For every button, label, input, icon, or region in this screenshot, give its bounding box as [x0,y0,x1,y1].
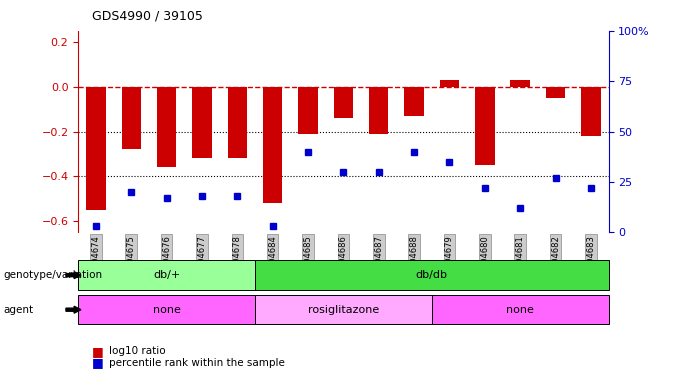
Text: log10 ratio: log10 ratio [109,346,165,356]
Bar [263,87,282,203]
Text: genotype/variation: genotype/variation [3,270,103,280]
Text: rosiglitazone: rosiglitazone [308,305,379,315]
Bar [546,87,565,98]
Bar [511,80,530,87]
Text: agent: agent [3,305,33,315]
Text: percentile rank within the sample: percentile rank within the sample [109,358,285,368]
Bar [122,87,141,149]
Text: none: none [153,305,180,315]
Bar [299,87,318,134]
Bar [228,87,247,158]
Bar [157,87,176,167]
Text: GDS4990 / 39105: GDS4990 / 39105 [92,10,203,23]
Bar [192,87,211,158]
Bar [405,87,424,116]
Bar [86,87,105,210]
Text: db/db: db/db [415,270,448,280]
Bar [334,87,353,118]
Text: ■: ■ [92,356,103,369]
Bar [440,80,459,87]
Text: none: none [507,305,534,315]
Text: ■: ■ [92,345,103,358]
Bar [475,87,494,165]
Bar [581,87,600,136]
Text: db/+: db/+ [153,270,180,280]
Bar [369,87,388,134]
